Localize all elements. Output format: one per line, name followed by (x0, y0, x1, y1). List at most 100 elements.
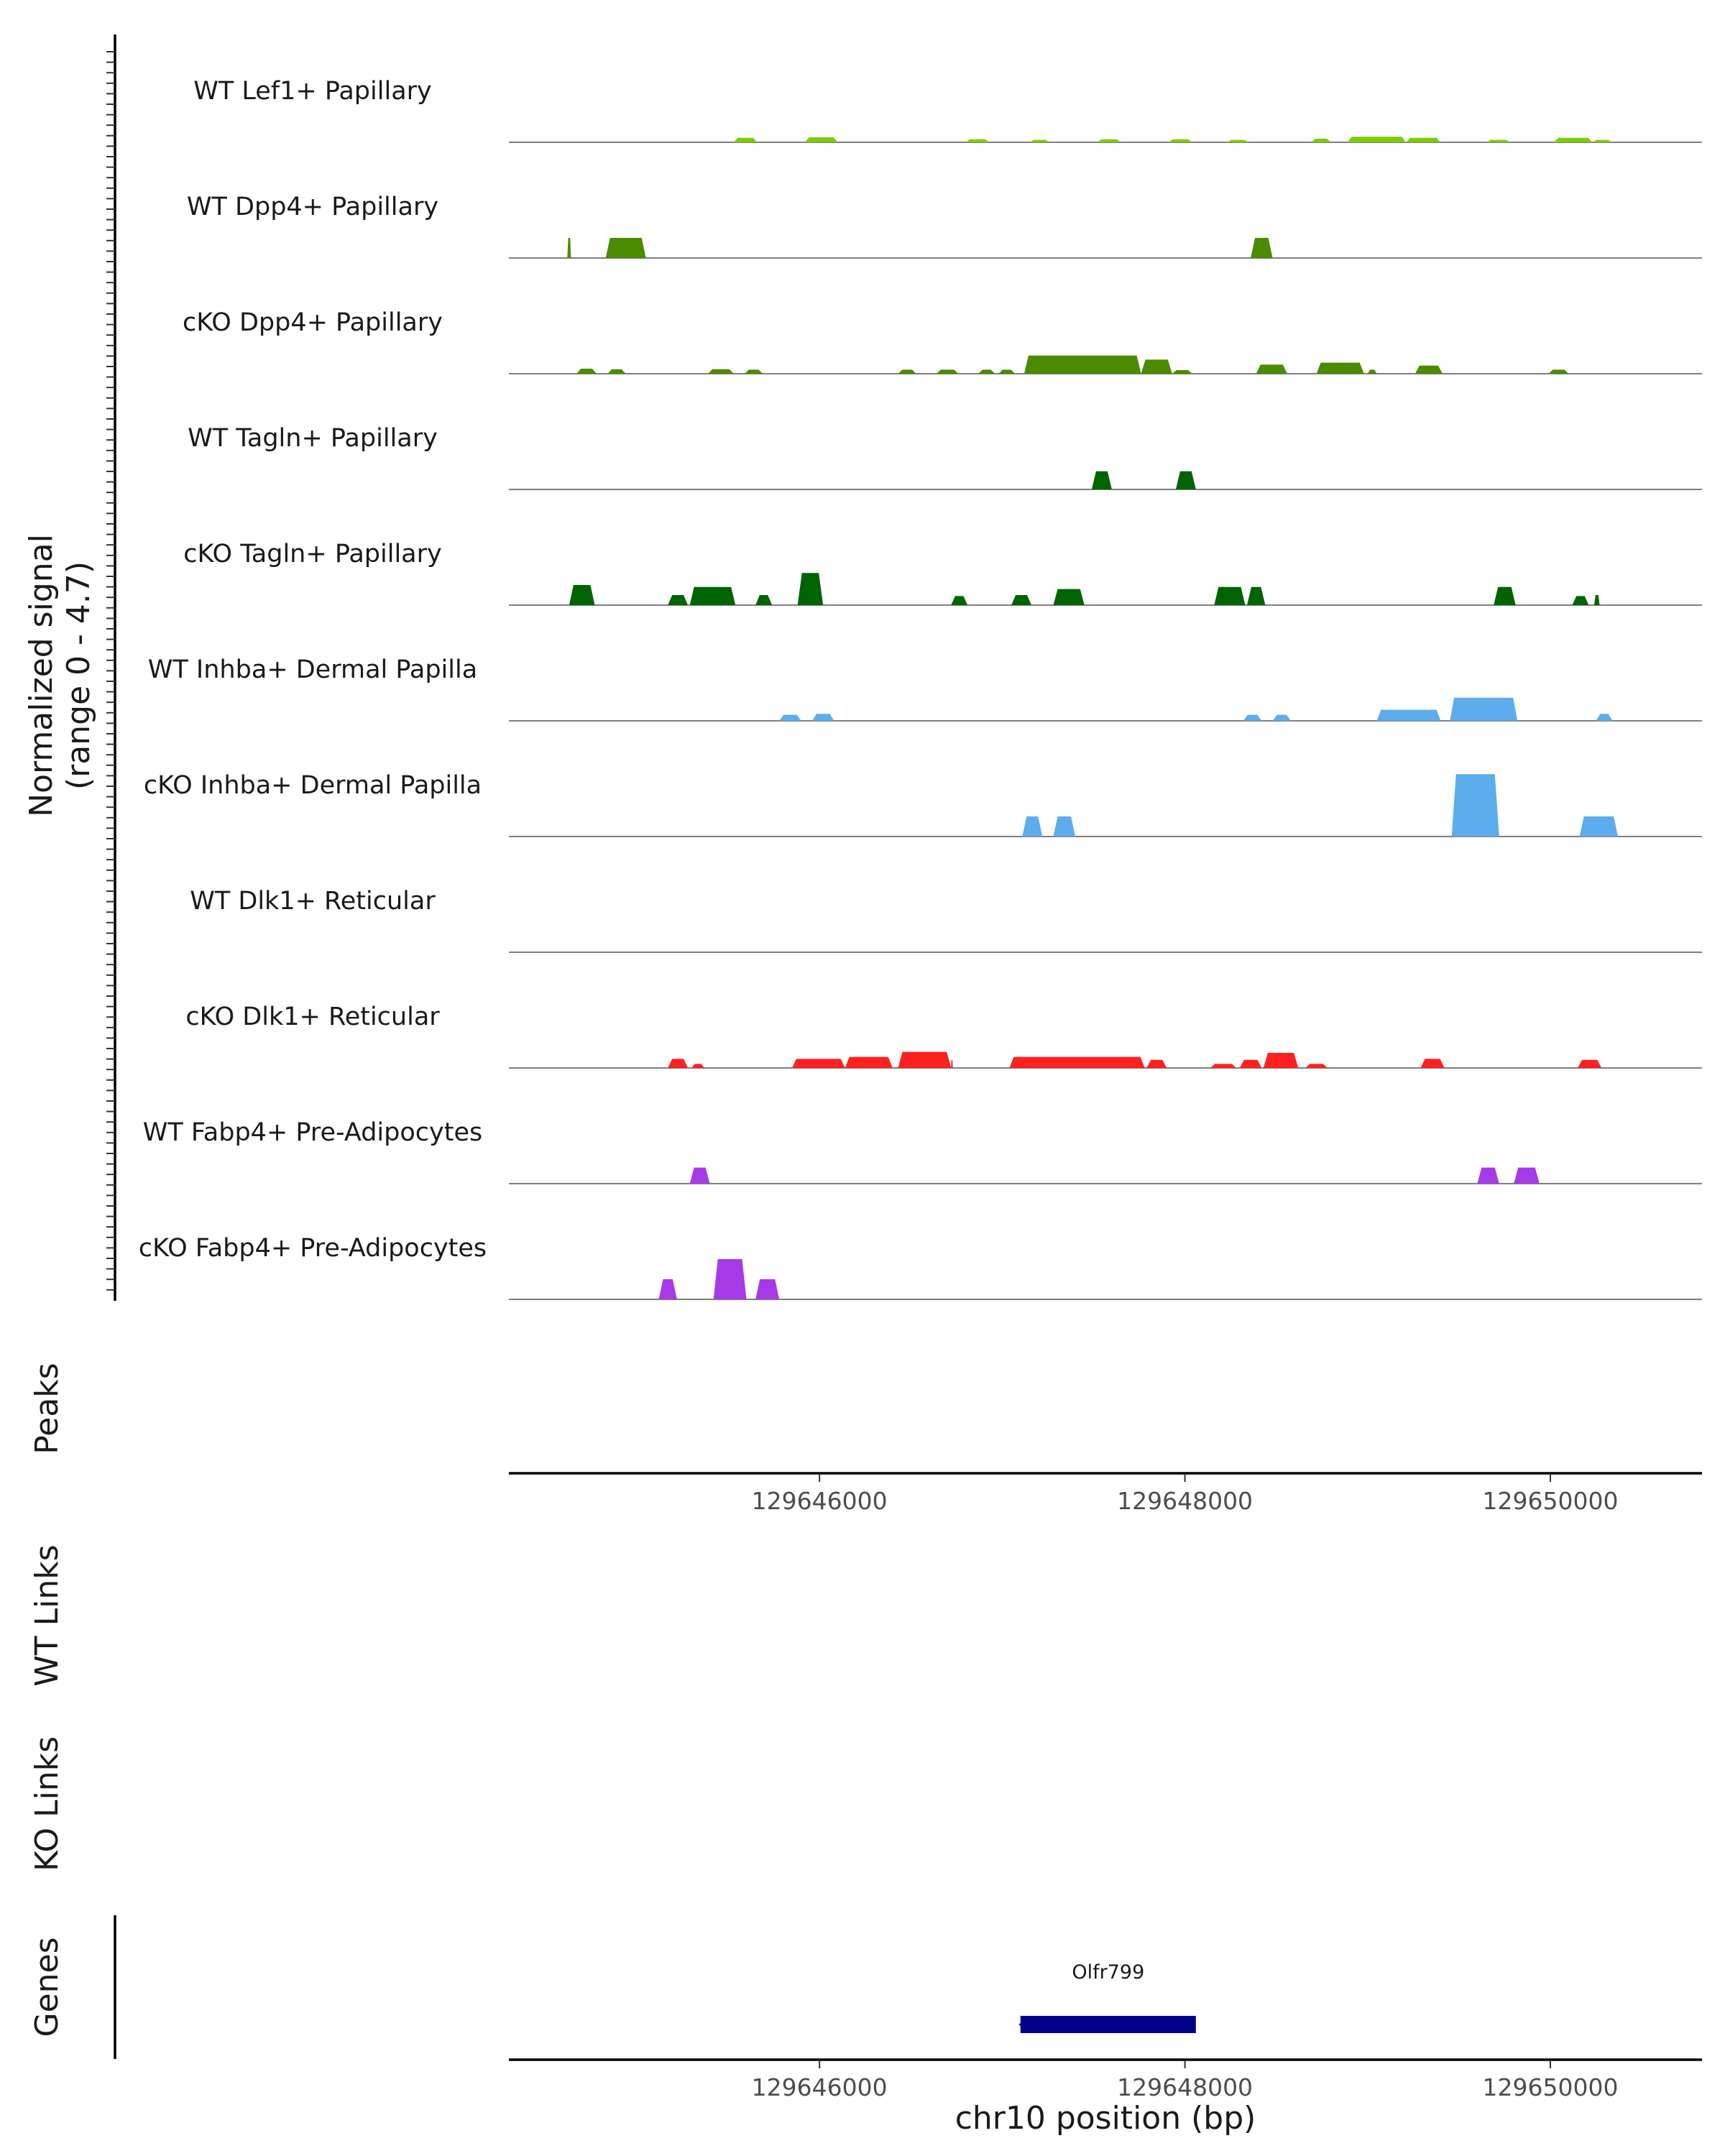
track-label: WT Inhba+ Dermal Papilla (148, 655, 477, 684)
genes-x-axis-ticks: 129646000 129648000 129650000 (752, 2060, 1619, 2101)
x-tick-label: 129648000 (1117, 1487, 1253, 1515)
coverage-peak (1011, 595, 1031, 605)
coverage-peak (797, 573, 824, 605)
coverage-peak (1486, 139, 1511, 142)
coverage-peak (1029, 139, 1050, 142)
coverage-peak (1247, 586, 1266, 605)
coverage-peak (744, 369, 763, 374)
signal-axis-title: Normalized signal (23, 534, 60, 817)
coverage-peak (1214, 586, 1246, 605)
coverage-peak (1554, 137, 1593, 142)
coverage-peak (658, 1279, 677, 1299)
coverage-peak (1414, 365, 1443, 374)
coverage-peak (951, 596, 968, 605)
coverage-peak (1514, 1167, 1540, 1184)
track-label: WT Tagln+ Papillary (188, 424, 438, 453)
track-label: WT Dpp4+ Papillary (187, 193, 438, 221)
coverage-peak (1168, 139, 1192, 142)
x-tick-label: 129650000 (1483, 2073, 1619, 2101)
coverage-peak (1494, 586, 1516, 605)
coverage-peak (607, 369, 626, 374)
coverage-peak (1311, 139, 1331, 142)
coverage-peak (1376, 709, 1441, 721)
coverage-peak (1477, 1167, 1499, 1184)
coverage-peak (965, 139, 990, 142)
coverage-peak (733, 137, 758, 142)
signal-axis-title-group: Normalized signal (range 0 - 4.7) (23, 534, 97, 817)
coverage-peak (1572, 596, 1589, 605)
coverage-peak (812, 714, 834, 721)
coverage-peak (1053, 816, 1076, 837)
coverage-peak (576, 369, 597, 374)
coverage-peak (708, 369, 734, 374)
track-label: cKO Inhba+ Dermal Papilla (144, 771, 482, 800)
coverage-peak (1251, 238, 1273, 258)
coverage-tracks: WT Lef1+ Papillary WT Dpp4+ Papillary cKO … (139, 77, 1702, 1300)
coverage-peak (569, 585, 595, 605)
coverage-peak (898, 369, 916, 374)
x-axis-title: chr10 position (bp) (955, 2100, 1256, 2137)
coverage-peak (898, 1051, 952, 1068)
coverage-peak (779, 714, 801, 721)
coverage-peak (1578, 1059, 1602, 1068)
coverage-peak (1316, 362, 1364, 374)
ko-links-panel-title: KO Links (29, 1736, 65, 1871)
signal-axis-subtitle: (range 0 - 4.7) (60, 561, 97, 790)
coverage-peak (689, 586, 736, 605)
coverage-peak (1406, 137, 1441, 142)
x-tick-label: 129650000 (1483, 1487, 1619, 1515)
coverage-peak (713, 1259, 747, 1299)
coverage-peak (1172, 370, 1192, 374)
coverage-peak (1053, 589, 1085, 605)
track-label: WT Dlk1+ Reticular (190, 887, 436, 916)
coverage-peak (755, 595, 773, 605)
coverage-peak (1305, 1064, 1328, 1068)
coverage-peak (668, 595, 689, 605)
coverage-peak (845, 1056, 893, 1068)
coverage-peak (1450, 697, 1518, 721)
x-tick-label: 129648000 (1117, 2073, 1253, 2101)
coverage-peak (1175, 471, 1196, 489)
gene-body (1020, 2016, 1196, 2033)
coverage-peak (1272, 714, 1291, 721)
track-label: cKO Tagln+ Papillary (183, 540, 442, 568)
coverage-peak (1594, 595, 1600, 605)
wt-links-panel-title: WT Links (29, 1544, 65, 1686)
coverage-peak (1146, 1059, 1167, 1068)
coverage-peak (1091, 471, 1112, 489)
coverage-peak (951, 1059, 953, 1068)
coverage-peak (567, 238, 571, 258)
coverage-peak (936, 369, 959, 374)
coverage-peak (1420, 1059, 1445, 1068)
coverage-peak (1579, 816, 1619, 837)
coverage-peak (1256, 364, 1287, 374)
coverage-peak (1367, 369, 1377, 374)
coverage-peak (1243, 714, 1262, 721)
coverage-peak (998, 369, 1016, 374)
coverage-peak (1210, 1064, 1236, 1068)
coverage-peak (1596, 714, 1613, 721)
coverage-peak (792, 1059, 845, 1068)
coverage-peak (1024, 355, 1141, 374)
coverage-peak (978, 369, 995, 374)
track-label: cKO Dlk1+ Reticular (185, 1003, 440, 1031)
coverage-peak (668, 1059, 689, 1068)
coverage-peak (605, 238, 646, 258)
peaks-panel-title: Peaks (29, 1363, 65, 1454)
coverage-peak (1548, 369, 1569, 374)
coverage-peak (1022, 816, 1043, 837)
peaks-x-axis-ticks: 129646000 129648000 129650000 (752, 1473, 1619, 1515)
coverage-peak (1097, 139, 1121, 142)
track-label: WT Lef1+ Papillary (193, 77, 432, 106)
x-tick-label: 129646000 (752, 2073, 888, 2101)
coverage-peak (804, 137, 838, 142)
coverage-peak (1263, 1053, 1299, 1068)
coverage-peak (1227, 139, 1249, 142)
coverage-peak (1141, 359, 1172, 374)
gene-name: Olfr799 (1072, 1961, 1144, 1984)
genes-panel-title: Genes (29, 1937, 65, 2037)
coverage-peak (691, 1064, 704, 1068)
coverage-peak (1009, 1056, 1145, 1068)
signal-y-axis-ticks (106, 51, 115, 1291)
